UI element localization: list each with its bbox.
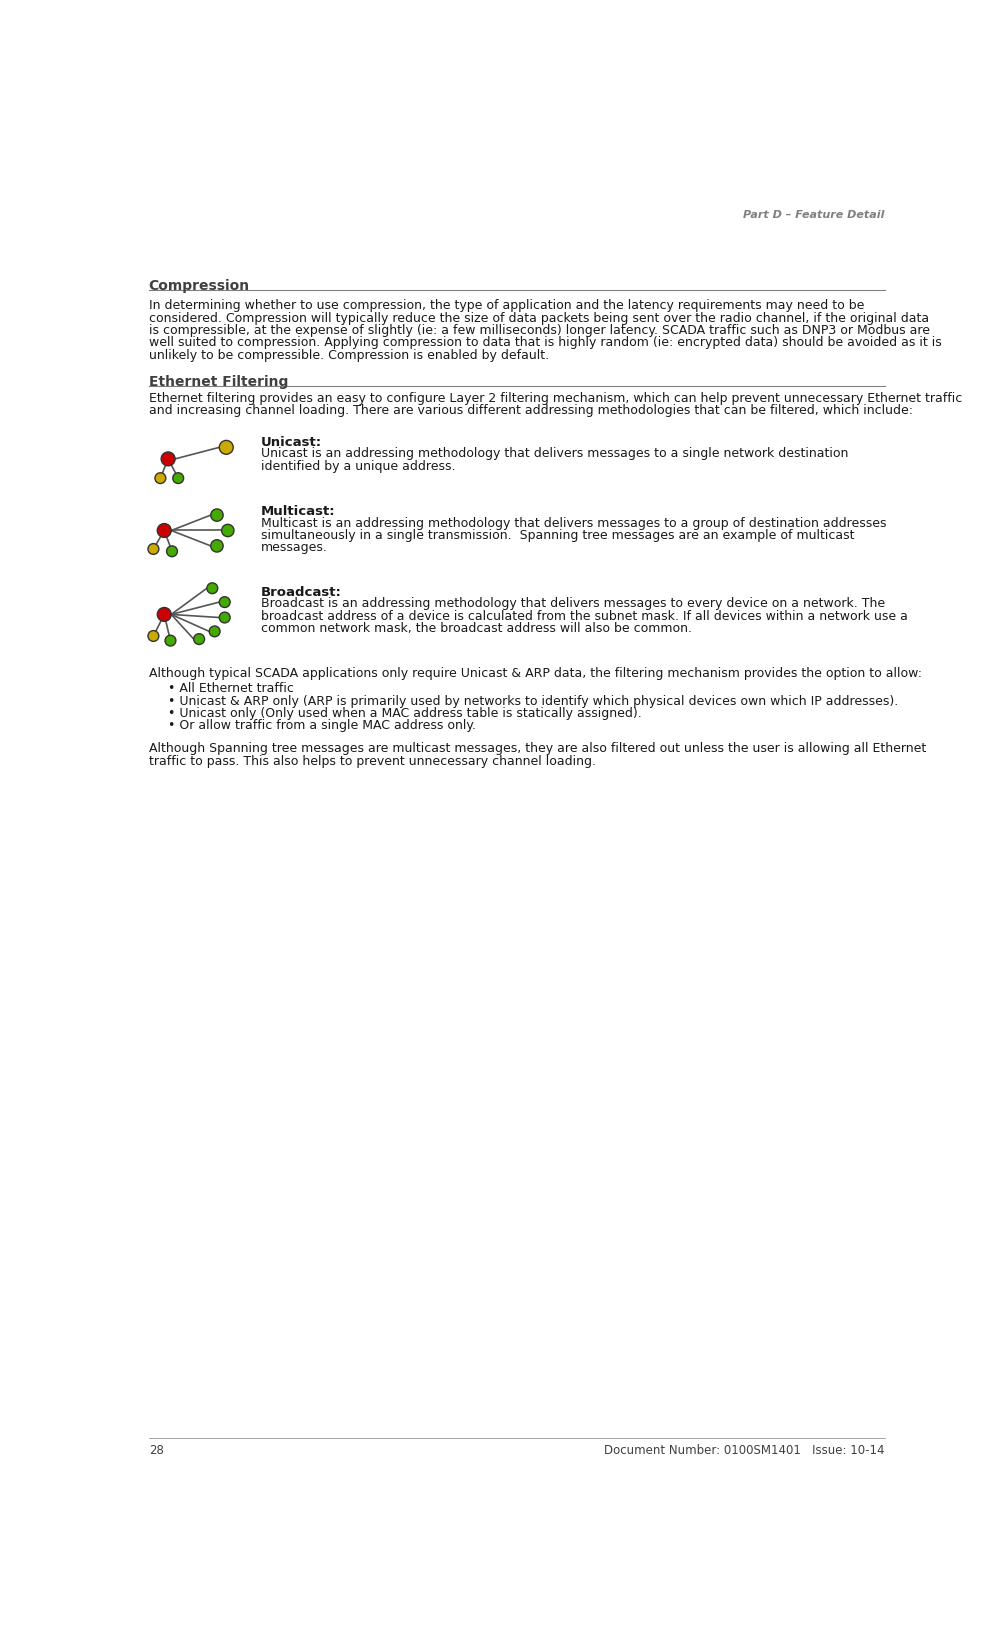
Text: broadcast address of a device is calculated from the subnet mask. If all devices: broadcast address of a device is calcula… [261, 610, 907, 623]
Text: Broadcast:: Broadcast: [261, 586, 342, 599]
Text: identified by a unique address.: identified by a unique address. [261, 460, 455, 473]
Text: Unicast is an addressing methodology that delivers messages to a single network : Unicast is an addressing methodology tha… [261, 447, 848, 460]
Text: Document Number: 0100SM1401   Issue: 10-14: Document Number: 0100SM1401 Issue: 10-14 [604, 1443, 884, 1456]
Circle shape [157, 524, 172, 538]
Text: Although Spanning tree messages are multicast messages, they are also filtered o: Although Spanning tree messages are mult… [148, 743, 925, 756]
Text: simultaneously in a single transmission.  Spanning tree messages are an example : simultaneously in a single transmission.… [261, 528, 854, 542]
Text: traffic to pass. This also helps to prevent unnecessary channel loading.: traffic to pass. This also helps to prev… [148, 754, 595, 767]
Text: well suited to compression. Applying compression to data that is highly random (: well suited to compression. Applying com… [148, 337, 941, 350]
Text: Broadcast is an addressing methodology that delivers messages to every device on: Broadcast is an addressing methodology t… [261, 597, 885, 610]
Circle shape [222, 525, 234, 537]
Text: Part D – Feature Detail: Part D – Feature Detail [743, 209, 884, 221]
Circle shape [219, 612, 230, 623]
Text: considered. Compression will typically reduce the size of data packets being sen: considered. Compression will typically r… [148, 312, 928, 326]
Text: Multicast is an addressing methodology that delivers messages to a group of dest: Multicast is an addressing methodology t… [261, 517, 886, 530]
Text: • Or allow traffic from a single MAC address only.: • Or allow traffic from a single MAC add… [168, 720, 475, 733]
Text: • Unicast & ARP only (ARP is primarily used by networks to identify which physic: • Unicast & ARP only (ARP is primarily u… [168, 695, 898, 707]
Circle shape [147, 543, 158, 555]
Text: and increasing channel loading. There are various different addressing methodolo: and increasing channel loading. There ar… [148, 404, 912, 417]
Text: Ethernet Filtering: Ethernet Filtering [148, 375, 288, 389]
Circle shape [147, 630, 158, 641]
Text: Compression: Compression [148, 280, 250, 293]
Circle shape [219, 597, 230, 607]
Circle shape [219, 440, 233, 455]
Circle shape [209, 627, 220, 636]
Text: Multicast:: Multicast: [261, 506, 335, 519]
Circle shape [173, 473, 184, 484]
Text: • All Ethernet traffic: • All Ethernet traffic [168, 682, 294, 695]
Circle shape [166, 546, 178, 556]
Circle shape [211, 540, 223, 551]
Circle shape [211, 509, 223, 522]
Circle shape [161, 452, 175, 466]
Circle shape [164, 635, 176, 646]
Circle shape [194, 633, 205, 645]
Circle shape [154, 473, 165, 484]
Circle shape [157, 607, 172, 622]
Text: In determining whether to use compression, the type of application and the laten: In determining whether to use compressio… [148, 299, 864, 312]
Text: common network mask, the broadcast address will also be common.: common network mask, the broadcast addre… [261, 622, 691, 635]
Text: Ethernet filtering provides an easy to configure Layer 2 filtering mechanism, wh: Ethernet filtering provides an easy to c… [148, 393, 961, 404]
Text: 28: 28 [148, 1443, 163, 1456]
Text: Unicast:: Unicast: [261, 435, 322, 448]
Circle shape [207, 582, 218, 594]
Text: Although typical SCADA applications only require Unicast & ARP data, the filteri: Although typical SCADA applications only… [148, 667, 921, 681]
Text: messages.: messages. [261, 542, 328, 555]
Text: is compressible, at the expense of slightly (ie: a few milliseconds) longer late: is compressible, at the expense of sligh… [148, 324, 929, 337]
Text: • Unicast only (Only used when a MAC address table is statically assigned).: • Unicast only (Only used when a MAC add… [168, 707, 641, 720]
Text: unlikely to be compressible. Compression is enabled by default.: unlikely to be compressible. Compression… [148, 348, 549, 362]
